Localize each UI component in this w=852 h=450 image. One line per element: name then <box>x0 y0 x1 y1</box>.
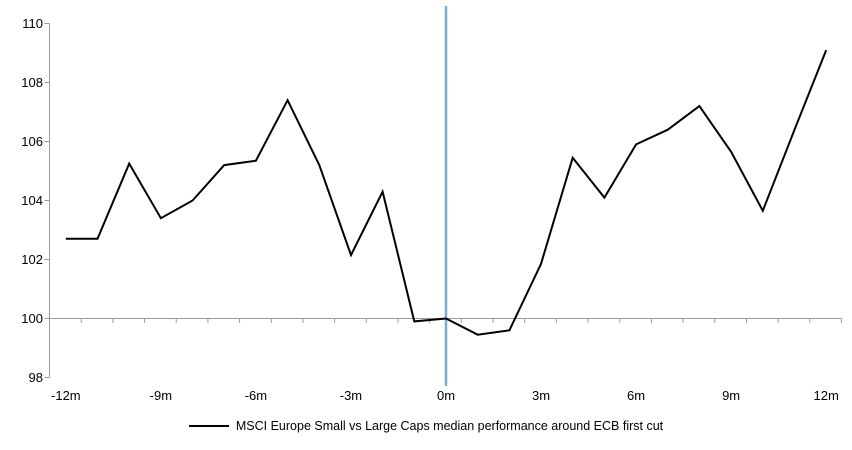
x-tick-label: 6m <box>627 388 645 403</box>
x-tick-label: 9m <box>722 388 740 403</box>
x-tick-label: 0m <box>437 388 455 403</box>
y-tick-label: 104 <box>21 193 43 208</box>
y-tick-label: 100 <box>21 311 43 326</box>
legend-label: MSCI Europe Small vs Large Caps median p… <box>235 419 664 433</box>
x-tick-label: -9m <box>150 388 172 403</box>
x-tick-label: 3m <box>532 388 550 403</box>
x-tick-label: -6m <box>245 388 267 403</box>
y-tick-label: 108 <box>21 75 43 90</box>
x-tick-label: 12m <box>814 388 839 403</box>
y-tick-label: 98 <box>29 370 43 385</box>
x-tick-label: -12m <box>51 388 81 403</box>
series-line <box>65 49 828 336</box>
legend-line-swatch <box>188 425 229 427</box>
y-tick-label: 102 <box>21 252 43 267</box>
y-tick-label: 106 <box>21 134 43 149</box>
x-tick-label: -3m <box>340 388 362 403</box>
chart-legend: MSCI Europe Small vs Large Caps median p… <box>0 419 852 433</box>
y-tick-label: 110 <box>22 16 43 31</box>
